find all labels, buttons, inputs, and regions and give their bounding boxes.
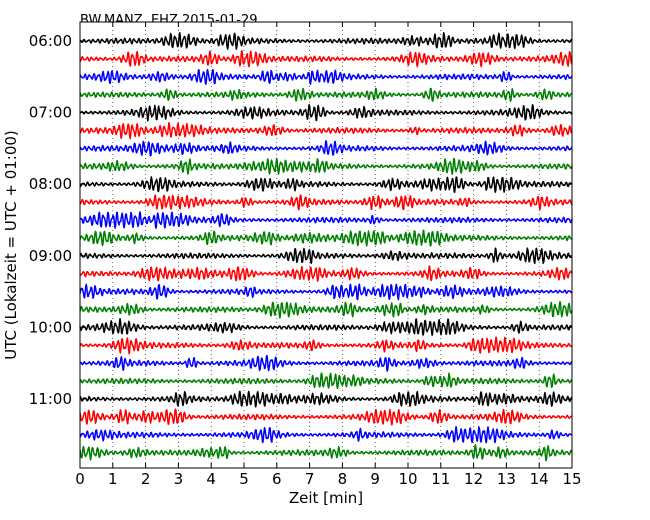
x-tick-label: 6	[272, 470, 282, 488]
x-axis-title: Zeit [min]	[289, 489, 363, 507]
x-tick-label: 9	[370, 470, 380, 488]
seismic-trace	[79, 372, 573, 389]
x-tick-label: 5	[239, 470, 249, 488]
seismic-trace	[79, 157, 573, 176]
y-axis-title: UTC (Lokalzeit = UTC + 01:00)	[2, 130, 20, 360]
x-tick-label: 11	[431, 470, 450, 488]
y-tick-label: 11:00	[29, 390, 72, 408]
seismic-trace	[79, 211, 573, 229]
seismic-trace	[79, 194, 573, 211]
y-tick-label: 09:00	[29, 247, 72, 265]
x-tick-label: 8	[338, 470, 348, 488]
y-tick-label: 07:00	[29, 104, 72, 122]
x-axis-ticks: 0 1 2 3 4 5 6 7 8 9 10 11 12 13 14 15	[75, 22, 582, 488]
x-tick-label: 12	[464, 470, 483, 488]
seismic-trace	[79, 87, 573, 102]
y-tick-label: 10:00	[29, 318, 72, 336]
seismic-trace	[79, 32, 573, 50]
y-tick-label: 06:00	[29, 32, 72, 50]
seismic-trace	[79, 283, 573, 301]
x-tick-label: 7	[305, 470, 315, 488]
seismic-trace	[79, 444, 573, 462]
seismic-trace	[79, 390, 573, 408]
x-tick-label: 4	[206, 470, 216, 488]
x-tick-label: 10	[398, 470, 417, 488]
x-tick-label: 0	[75, 470, 85, 488]
seismic-trace	[79, 265, 573, 282]
x-tick-label: 2	[141, 470, 151, 488]
seismic-trace	[79, 103, 573, 122]
seismic-trace	[79, 317, 573, 336]
seismic-trace	[79, 122, 573, 140]
x-tick-label: 14	[530, 470, 549, 488]
seismic-trace	[79, 229, 573, 247]
seismic-trace	[79, 176, 573, 193]
seismic-trace	[79, 336, 573, 355]
seismic-trace	[79, 49, 573, 68]
x-tick-label: 15	[562, 470, 581, 488]
seismic-trace	[79, 425, 573, 444]
y-tick-label: 08:00	[29, 175, 72, 193]
seismic-trace	[79, 140, 573, 157]
seismic-trace	[79, 354, 573, 372]
seismic-trace	[79, 301, 573, 319]
x-tick-label: 3	[174, 470, 184, 488]
seismic-trace	[79, 408, 573, 426]
x-tick-label: 1	[108, 470, 118, 488]
seismic-traces	[79, 32, 573, 462]
seismic-trace	[79, 68, 573, 85]
x-tick-label: 13	[497, 470, 516, 488]
seismic-trace	[79, 247, 573, 265]
y-axis-ticks: 06:00 07:00 08:00 09:00 10:00 11:00	[29, 32, 572, 408]
plot-frame	[79, 21, 573, 469]
